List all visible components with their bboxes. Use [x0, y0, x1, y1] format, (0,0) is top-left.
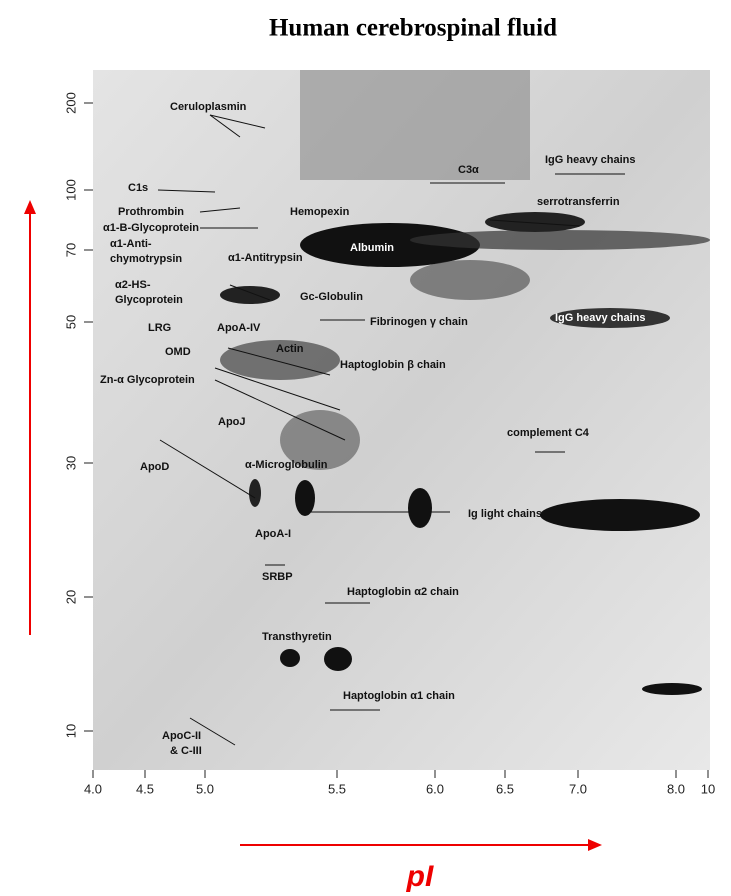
protein-label: ApoD: [140, 461, 169, 473]
protein-label: ApoA-IV: [217, 322, 261, 334]
x-tick-label: 6.0: [426, 781, 444, 796]
x-tick-label: 4.0: [84, 781, 102, 796]
protein-label: Ceruloplasmin: [170, 101, 247, 113]
y-tick-label: 30: [63, 456, 78, 470]
protein-label: OMD: [165, 346, 191, 358]
protein-label: Glycoprotein: [115, 294, 183, 306]
y-tick-label: 20: [63, 590, 78, 604]
protein-label: α2-HS-: [115, 279, 151, 291]
protein-label: SRBP: [262, 571, 293, 583]
title: Human cerebrospinal fluid: [269, 15, 557, 42]
protein-label: Fibrinogen γ chain: [370, 316, 468, 328]
y-tick-label: 70: [63, 243, 78, 257]
protein-label: Ig light chains: [468, 508, 542, 520]
protein-label: Actin: [276, 343, 304, 355]
x-tick-label: 4.5: [136, 781, 154, 796]
protein-label: Transthyretin: [262, 631, 332, 643]
protein-label: IgG heavy chains: [545, 154, 635, 166]
protein-label: C1s: [128, 182, 148, 194]
protein-label: Hemopexin: [290, 206, 350, 218]
protein-label: ApoA-I: [255, 528, 291, 540]
protein-label: Haptoglobin β chain: [340, 359, 446, 371]
x-tick-label: 5.5: [328, 781, 346, 796]
protein-label: chymotrypsin: [110, 253, 182, 265]
x-tick-label: 5.0: [196, 781, 214, 796]
x-tick-label: 8.0: [667, 781, 685, 796]
protein-label: complement C4: [507, 427, 590, 439]
gel-image: [93, 70, 710, 770]
y-tick-label: 200: [63, 92, 78, 114]
y-tick-label: 50: [63, 315, 78, 329]
protein-label: serrotransferrin: [537, 196, 620, 208]
leader-lines: [157, 114, 625, 746]
y-tick-label: 100: [63, 179, 78, 201]
protein-label: C3α: [458, 164, 479, 176]
protein-label: Gc-Globulin: [300, 291, 363, 303]
protein-label: Haptoglobin α2 chain: [347, 586, 459, 598]
x-tick-label: 10: [701, 781, 715, 796]
protein-label: & C-III: [170, 745, 202, 757]
axis-arrows: [24, 200, 602, 851]
protein-label: Haptoglobin α1 chain: [343, 690, 455, 702]
protein-label: α1-Anti-: [110, 238, 152, 250]
protein-label: IgG heavy chains: [555, 312, 645, 324]
x-axis-label: pI: [406, 860, 434, 893]
x-tick-label: 7.0: [569, 781, 587, 796]
protein-label: Albumin: [350, 242, 394, 254]
protein-label: Prothrombin: [118, 206, 184, 218]
protein-label: LRG: [148, 322, 171, 334]
protein-label: Zn-α Glycoprotein: [100, 374, 195, 386]
protein-label: α-Microglobulin: [245, 459, 328, 471]
y-tick-label: 10: [63, 724, 78, 738]
protein-label: α1-B-Glycoprotein: [103, 222, 199, 234]
x-tick-label: 6.5: [496, 781, 514, 796]
protein-label: ApoC-II: [162, 730, 201, 742]
protein-label: ApoJ: [218, 416, 246, 428]
protein-label: α1-Antitrypsin: [228, 252, 303, 264]
